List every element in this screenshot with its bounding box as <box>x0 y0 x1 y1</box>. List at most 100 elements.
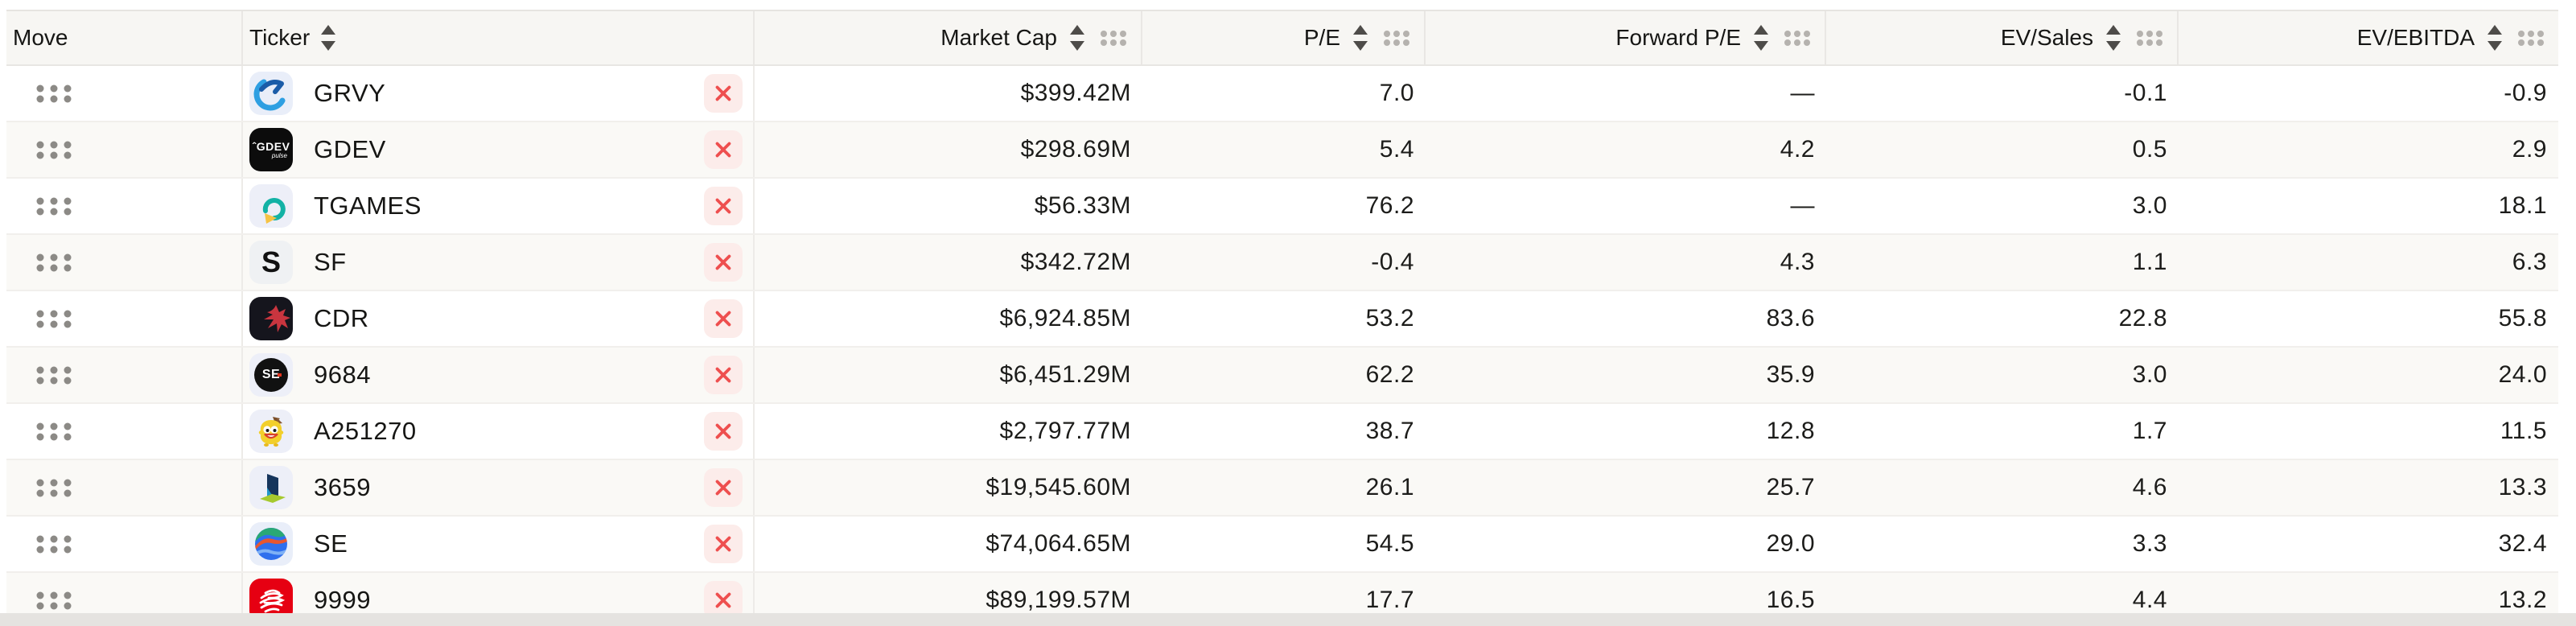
ticker-cell: SE <box>243 517 755 571</box>
gdev-logo-text: ˆGDEV <box>252 139 290 153</box>
column-header-pe[interactable]: P/E <box>1142 11 1426 64</box>
ticker-label: GRVY <box>314 79 386 107</box>
ticker-label: 3659 <box>314 473 371 501</box>
delete-row-button[interactable] <box>704 525 743 563</box>
row-drag-handle[interactable] <box>6 460 243 515</box>
row-drag-handle[interactable] <box>6 517 243 571</box>
ev-sales-column-label: EV/Sales <box>2000 25 2093 50</box>
ticker-cell: TGAMES <box>243 179 755 233</box>
delete-row-button[interactable] <box>704 187 743 225</box>
red-x-icon <box>715 480 731 496</box>
forward-pe-value: — <box>1790 80 1815 106</box>
delete-row-button[interactable] <box>704 356 743 394</box>
column-header-ticker[interactable]: Ticker <box>243 11 755 64</box>
delete-row-button[interactable] <box>704 74 743 113</box>
drag-handle-dots-icon[interactable] <box>34 138 74 161</box>
sort-arrows-icon[interactable] <box>1352 23 1369 52</box>
row-drag-handle[interactable] <box>6 122 243 177</box>
delete-row-button[interactable] <box>704 130 743 169</box>
pe-value: 5.4 <box>1379 136 1414 163</box>
ev-ebitda-value: 11.5 <box>2500 418 2547 444</box>
move-column-label: Move <box>13 25 68 50</box>
row-drag-handle[interactable] <box>6 291 243 346</box>
market-cap-value: $19,545.60M <box>986 474 1131 500</box>
forward-pe-value: 4.2 <box>1780 136 1815 163</box>
drag-handle-dots-icon[interactable] <box>34 476 74 499</box>
sort-arrows-icon[interactable] <box>2486 23 2504 52</box>
column-header-market-cap[interactable]: Market Cap <box>755 11 1142 64</box>
gdev-logo-subtext: pulse <box>271 151 287 159</box>
row-drag-handle[interactable] <box>6 235 243 290</box>
ev-ebitda-column-label: EV/EBITDA <box>2356 25 2475 50</box>
drag-handle-dots-icon[interactable] <box>1097 28 1130 47</box>
row-drag-handle[interactable] <box>6 573 243 626</box>
row-drag-handle[interactable] <box>6 348 243 402</box>
column-header-move: Move <box>6 11 243 64</box>
drag-handle-dots-icon[interactable] <box>1381 28 1413 47</box>
drag-handle-dots-icon[interactable] <box>34 589 74 612</box>
square-enix-logo-icon: SE <box>249 353 293 397</box>
ev-sales-value: 0.5 <box>2132 136 2167 163</box>
ev-sales-value: 3.0 <box>2132 361 2167 388</box>
sort-arrows-icon[interactable] <box>1752 23 1770 52</box>
table-row: S SF $342.72M -0.4 4.3 1.1 6.3 <box>6 233 2558 290</box>
ticker-label: GDEV <box>314 135 386 163</box>
market-cap-value: $74,064.65M <box>986 530 1131 557</box>
table-row: ˆGDEV pulse GDEV $298.69M 5.4 4.2 0.5 2.… <box>6 121 2558 177</box>
red-x-icon <box>715 254 731 270</box>
drag-handle-dots-icon[interactable] <box>34 251 74 274</box>
sort-arrows-icon[interactable] <box>2105 23 2122 52</box>
drag-handle-dots-icon[interactable] <box>34 364 74 386</box>
pe-value: -0.4 <box>1371 249 1414 275</box>
cd-projekt-bird-logo-icon <box>249 297 293 340</box>
ev-ebitda-value: 2.9 <box>2512 136 2547 163</box>
red-x-icon <box>715 367 731 383</box>
row-drag-handle[interactable] <box>6 404 243 459</box>
drag-handle-dots-icon[interactable] <box>34 195 74 217</box>
ticker-cell: A251270 <box>243 404 755 459</box>
drag-handle-dots-icon[interactable] <box>34 307 74 330</box>
ticker-column-label: Ticker <box>249 25 311 50</box>
forward-pe-value: 35.9 <box>1766 361 1815 388</box>
delete-row-button[interactable] <box>704 299 743 338</box>
drag-handle-dots-icon[interactable] <box>34 533 74 555</box>
drag-handle-dots-icon[interactable] <box>34 82 74 105</box>
table-row: A251270 $2,797.77M 38.7 12.8 1.7 11.5 <box>6 402 2558 459</box>
drag-handle-dots-icon[interactable] <box>2515 28 2547 47</box>
sea-limited-logo-icon <box>249 522 293 566</box>
red-x-icon <box>715 142 731 158</box>
ticker-cell: CDR <box>243 291 755 346</box>
column-header-ev-sales[interactable]: EV/Sales <box>1826 11 2179 64</box>
pe-value: 76.2 <box>1365 192 1414 219</box>
nexon-logo-icon <box>249 466 293 509</box>
delete-row-button[interactable] <box>704 412 743 451</box>
red-x-icon <box>715 198 731 214</box>
drag-handle-dots-icon[interactable] <box>2134 28 2166 47</box>
forward-pe-value: 12.8 <box>1766 418 1815 444</box>
table-row: CDR $6,924.85M 53.2 83.6 22.8 55.8 <box>6 290 2558 346</box>
gdev-logo-icon: ˆGDEV pulse <box>249 128 293 171</box>
netmarble-character-logo-icon <box>249 410 293 453</box>
ev-sales-value: -0.1 <box>2124 80 2167 106</box>
row-drag-handle[interactable] <box>6 66 243 121</box>
drag-handle-dots-icon[interactable] <box>34 420 74 443</box>
sort-arrows-icon[interactable] <box>319 23 337 52</box>
red-x-icon <box>715 592 731 608</box>
ev-ebitda-value: 24.0 <box>2498 361 2547 388</box>
pe-value: 38.7 <box>1365 418 1414 444</box>
row-drag-handle[interactable] <box>6 179 243 233</box>
column-header-forward-pe[interactable]: Forward P/E <box>1426 11 1826 64</box>
column-header-ev-ebitda[interactable]: EV/EBITDA <box>2179 11 2558 64</box>
delete-row-button[interactable] <box>704 243 743 282</box>
stillfront-logo-icon: S <box>249 241 293 284</box>
delete-row-button[interactable] <box>704 468 743 507</box>
sort-arrows-icon[interactable] <box>1068 23 1086 52</box>
table-row: 3659 $19,545.60M 26.1 25.7 4.6 13.3 <box>6 459 2558 515</box>
pe-value: 17.7 <box>1365 587 1414 613</box>
drag-handle-dots-icon[interactable] <box>1781 28 1813 47</box>
comparison-table: Move Ticker Market Cap P/E Forward P/E <box>6 10 2558 626</box>
pe-value: 54.5 <box>1365 530 1414 557</box>
ticker-label: 9684 <box>314 360 371 389</box>
table-row: SE 9684 $6,451.29M 62.2 35.9 3.0 24.0 <box>6 346 2558 402</box>
forward-pe-value: — <box>1790 192 1815 219</box>
